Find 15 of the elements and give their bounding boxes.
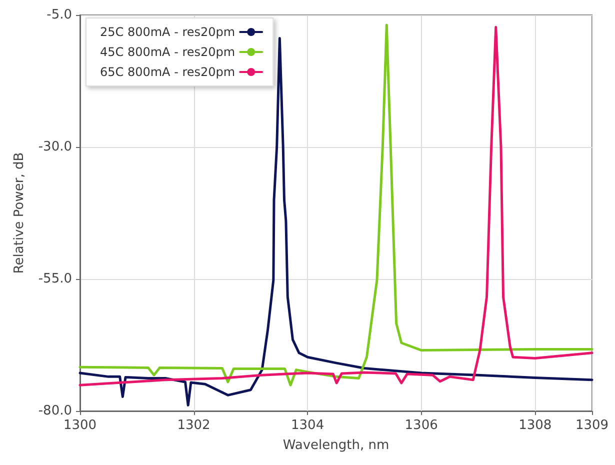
x-tick-label: 1304 bbox=[291, 418, 324, 433]
x-tick-label: 1308 bbox=[518, 418, 552, 433]
y-tick-label: -5.0 bbox=[46, 8, 72, 22]
x-axis-title: Wavelength, nm bbox=[282, 438, 390, 453]
x-tick-label: 1306 bbox=[404, 418, 438, 433]
y-axis-title: Relative Power, dB bbox=[12, 152, 27, 274]
x-tick-label: 1309 bbox=[575, 418, 609, 433]
x-tick-label: 1300 bbox=[63, 418, 97, 433]
legend-label: 65C 800mA - res20pm bbox=[100, 65, 236, 79]
y-tick-label: -55.0 bbox=[38, 272, 72, 286]
y-tick-label: -30.0 bbox=[38, 140, 72, 154]
legend-label: 25C 800mA - res20pm bbox=[100, 25, 236, 39]
legend-label: 45C 800mA - res20pm bbox=[100, 45, 236, 59]
x-tick-label: 1302 bbox=[177, 418, 210, 433]
y-tick-label: -80.0 bbox=[38, 404, 72, 418]
